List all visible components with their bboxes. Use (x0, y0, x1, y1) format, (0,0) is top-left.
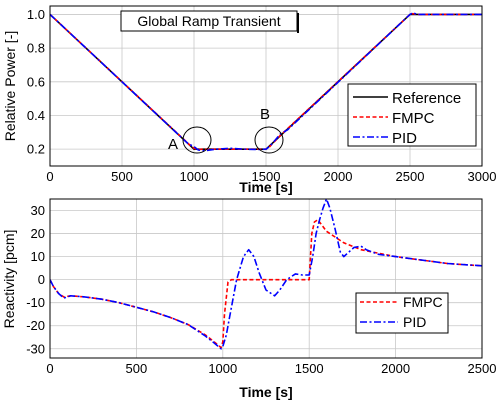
chart-1-ylabel: Relative Power [-] (2, 31, 18, 141)
annotation-a-label: A (168, 136, 178, 153)
chart-1-title-box-shadow (297, 13, 299, 33)
legend-fmpc-label: FMPC (392, 110, 435, 127)
chart-2-xtick-label: 500 (126, 361, 148, 376)
chart-1-legend-box (347, 83, 477, 147)
chart-1-ytick-label: 0.2 (27, 142, 45, 157)
chart-1-plot-frame (49, 5, 483, 167)
chart-2-tick-labels: 0 500 1000 1500 2000 2500 -30 -20 -10 0 10 20 30 (26, 203, 496, 376)
chart-1-xtick-label: 2500 (396, 169, 425, 184)
chart-2-xtick-label: 1500 (295, 361, 324, 376)
chart-2-ytick-label: 10 (31, 249, 45, 264)
chart-1-xtick-label: 500 (111, 169, 133, 184)
chart-1-xtick-label: 2000 (324, 169, 353, 184)
chart-1-xlabel: Time [s] (239, 179, 292, 195)
chart-2-xtick-label: 2000 (381, 361, 410, 376)
chart-2-xlabel: Time [s] (239, 384, 292, 400)
chart-1-title: Global Ramp Transient (137, 13, 280, 29)
chart-1: 0 500 1000 1500 2000 2500 30000.20.40.60.81.0 … (2, 5, 497, 195)
chart-1-tick-labels: 0 500 1000 1500 2000 2500 3000 0.2 0.4 0.6 0.8 1.0 (27, 7, 497, 184)
legend-reference-label: Reference (392, 90, 461, 107)
chart-2-legend: FMPC PID (355, 292, 449, 334)
chart-2-ytick-label: 30 (31, 203, 45, 218)
chart-2-ytick-label: -10 (26, 295, 45, 310)
chart-2-ytick-label: -30 (26, 341, 45, 356)
chart-2-legend-box (355, 292, 449, 334)
annotation-b-label: B (260, 106, 270, 123)
chart-2: 0 500 1000 1500 2000 2500 -30 -20 -10 0 10 20 30 FMP… (1, 198, 496, 400)
legend-2-pid-label: PID (403, 314, 426, 330)
chart-1-ytick-label: 0.6 (27, 74, 45, 89)
chart-2-ytick-label: 20 (31, 226, 45, 241)
annotation-a-circle (182, 126, 212, 154)
legend-pid-label: PID (392, 130, 417, 147)
chart-1-legend: Reference FMPC PID (347, 83, 477, 147)
legend-2-fmpc-label: FMPC (403, 294, 443, 310)
chart-2-ytick-label: -20 (26, 318, 45, 333)
chart-2-series (50, 199, 482, 350)
chart-2-series-fmpc-line (50, 218, 482, 349)
annotation-b-circle (254, 126, 284, 154)
chart-1-xtick-label: 0 (46, 169, 53, 184)
chart-1-xtick-label: 3000 (468, 169, 497, 184)
chart-1-ytick-label: 1.0 (27, 7, 45, 22)
chart-1-xtick-label: 1500 (252, 169, 281, 184)
chart-2-series-pid-line (50, 199, 482, 350)
chart-2-xtick-label: 0 (46, 361, 53, 376)
chart-2-grid (49, 199, 483, 358)
chart-2-plot-frame (49, 198, 483, 359)
chart-2-xtick-label: 1000 (208, 361, 237, 376)
chart-1-ytick-label: 0.4 (27, 108, 45, 123)
chart-1-ytick-label: 0.8 (27, 41, 45, 56)
chart-1-series-fmpc-line (50, 12, 482, 151)
chart-2-ytick-label: 0 (38, 272, 45, 287)
chart-1-xtick-label: 1000 (180, 169, 209, 184)
chart-2-xtick-label: 2500 (468, 361, 497, 376)
chart-2-ylabel: Reactivity [pcm] (1, 230, 17, 329)
